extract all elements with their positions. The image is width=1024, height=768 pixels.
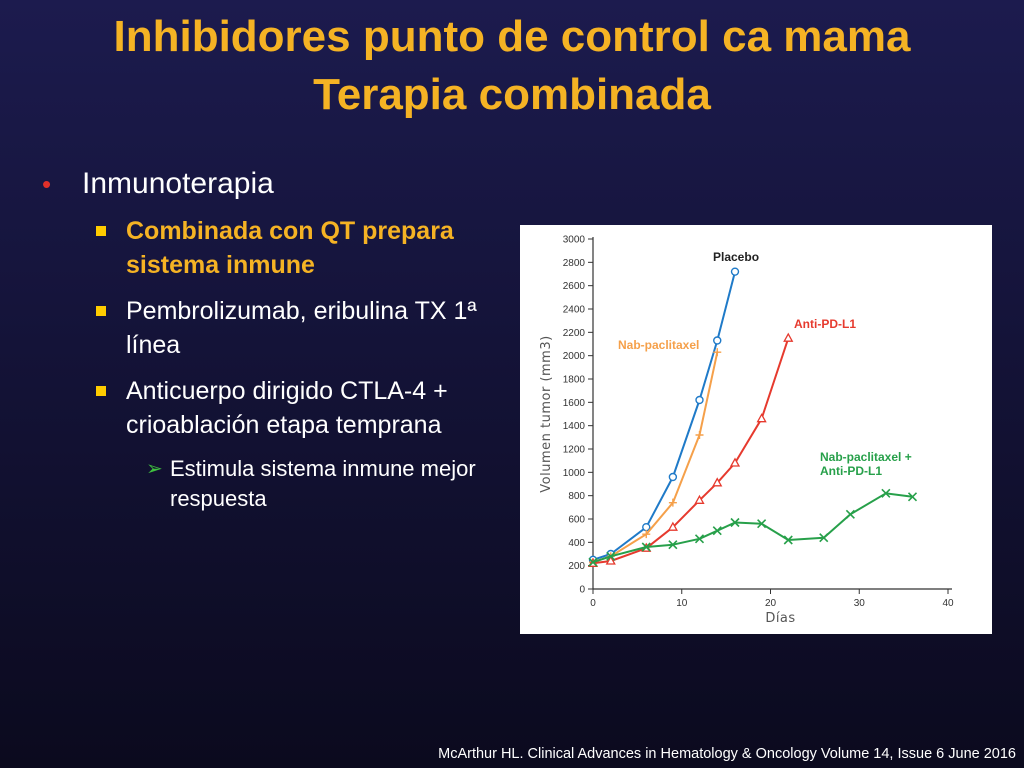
y-tick-label: 1600 (563, 398, 586, 409)
series-2-line (592, 351, 719, 564)
x-axis-title: Días (765, 611, 795, 626)
y-tick-label: 2400 (563, 305, 586, 316)
series-3-point (712, 477, 723, 487)
sub-sub-bullet-estimula: ➢ Estimula sistema inmune mejor respuest… (38, 454, 508, 514)
series-1-point (642, 522, 651, 532)
square-bullet-icon (96, 226, 106, 236)
y-tick-label: 600 (568, 515, 585, 526)
series-2-label: Nab-paclitaxel (618, 338, 699, 352)
title-line-1: Inhibidores punto de control ca mama (113, 12, 911, 61)
y-tick-label: 3000 (563, 235, 586, 246)
series-1-label: Placebo (713, 250, 759, 264)
series-2-point (695, 431, 704, 439)
series-1-point (713, 336, 722, 345)
series-3-point (667, 521, 678, 531)
y-tick-label: 400 (568, 538, 585, 549)
series-3-point (605, 555, 616, 565)
bullet-item-inmunoterapia: • Inmunoterapia (38, 164, 508, 204)
y-tick-label: 2000 (563, 351, 586, 362)
sub-sub-bullet-text: Estimula sistema inmune mejor respuesta (170, 456, 476, 511)
y-tick-label: 1000 (563, 468, 586, 479)
sub-bullet-text: Combinada con QT prepara sistema inmune (126, 217, 454, 279)
x-tick-label: 30 (854, 598, 866, 609)
y-tick-label: 2200 (563, 328, 586, 339)
arrow-bullet-icon: ➢ (146, 458, 163, 480)
series-4-point (907, 492, 918, 502)
square-bullet-icon (96, 306, 106, 316)
tumor-volume-chart: 0200400600800100012001400160018002000220… (539, 235, 954, 627)
series-4-point (730, 517, 740, 528)
x-tick-label: 40 (942, 598, 954, 609)
y-tick-label: 1400 (563, 421, 586, 432)
sub-bullet-anticuerpo: Anticuerpo dirigido CTLA-4 + crioablació… (38, 374, 508, 442)
series-1-point (695, 395, 704, 405)
series-4-point (819, 533, 829, 543)
x-tick-label: 10 (676, 598, 688, 609)
x-tick-label: 20 (765, 598, 777, 609)
series-1-point (730, 267, 740, 276)
y-tick-label: 2600 (563, 281, 586, 292)
series-4-label: Anti-PD-L1 (820, 464, 882, 478)
series-4-point (694, 534, 705, 544)
series-3-point (756, 413, 767, 423)
y-tick-label: 1800 (563, 375, 586, 386)
citation: McArthur HL. Clinical Advances in Hemato… (438, 746, 1016, 762)
bullet-list: • Inmunoterapia Combinada con QT prepara… (38, 164, 508, 514)
series-4-point (783, 535, 793, 545)
series-4-label: Nab-paclitaxel + (820, 450, 912, 464)
y-tick-label: 2800 (563, 258, 586, 269)
y-tick-label: 1200 (563, 445, 586, 456)
sub-bullet-pembrolizumab: Pembrolizumab, eribulina TX 1ª línea (38, 294, 508, 362)
title-line-2: Terapia combinada (313, 70, 711, 119)
series-1-line (592, 270, 736, 561)
series-3-point (694, 494, 705, 504)
series-3-point (783, 332, 794, 342)
series-2-point (713, 348, 722, 357)
x-tick-label: 0 (590, 598, 596, 609)
series-3-line (592, 337, 790, 565)
series-1-point (668, 472, 678, 482)
y-axis-title: Volumen tumor (mm3) (539, 335, 554, 492)
series-4-point (588, 557, 598, 567)
chart-panel: 0 200 400 600 800 1000 1200 1400 1600 1800 2000 220… (520, 225, 992, 634)
series-4-point (668, 540, 678, 550)
series-3-point (729, 457, 741, 467)
y-tick-label: 0 (579, 585, 585, 596)
sub-bullet-text: Pembrolizumab, eribulina TX 1ª línea (126, 297, 477, 359)
round-bullet-icon: • (42, 169, 52, 199)
bullet-text: Inmunoterapia (82, 167, 274, 200)
series-4-line (592, 492, 914, 564)
series-2-point (642, 530, 651, 539)
y-tick-label: 800 (568, 491, 585, 502)
series-2-point (668, 498, 677, 507)
series-4-point (881, 488, 891, 498)
square-bullet-icon (96, 386, 106, 396)
y-tick-label: 200 (568, 561, 585, 572)
series-4-point (712, 526, 722, 536)
series-4-point (641, 542, 651, 552)
series-4-point (757, 519, 767, 529)
series-4-point (606, 551, 616, 561)
series-3-label: Anti-PD-L1 (794, 317, 856, 331)
sub-bullet-combinada: Combinada con QT prepara sistema inmune (38, 214, 508, 282)
slide-title: Inhibidores punto de control ca mama Ter… (0, 8, 1024, 124)
series-4-point (845, 509, 855, 519)
sub-bullet-text: Anticuerpo dirigido CTLA-4 + crioablació… (126, 377, 448, 439)
